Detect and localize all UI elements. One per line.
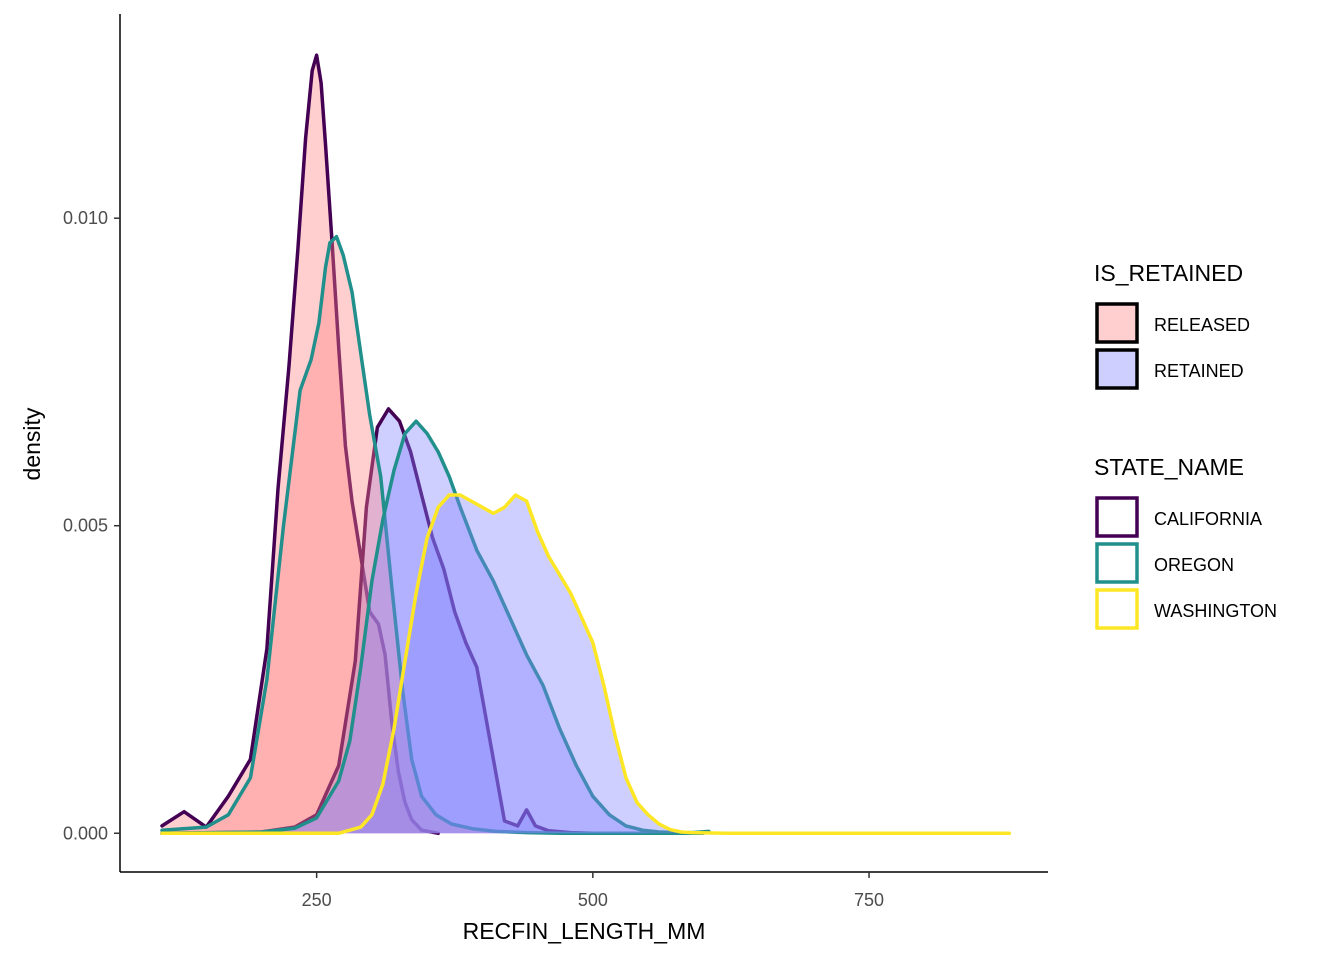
density-line-oregon-retained	[160, 419, 711, 836]
density-line-california-released	[160, 53, 440, 836]
legend-item-washington: WASHINGTON	[1095, 588, 1277, 630]
y-tick-label: 0.005	[63, 516, 108, 536]
legend-key-oregon	[1095, 542, 1139, 584]
color-legend: STATE_NAME CALIFORNIA OREGON WASHINGTON	[1094, 454, 1277, 630]
y-tick-label: 0.000	[63, 823, 108, 843]
legend-item-oregon: OREGON	[1095, 542, 1234, 584]
legend-label-retained: RETAINED	[1154, 361, 1244, 381]
legend-label-california: CALIFORNIA	[1154, 509, 1262, 529]
legend-label-washington: WASHINGTON	[1154, 601, 1277, 621]
legend-key-california	[1095, 496, 1139, 538]
density-area-washington-retained	[162, 495, 1010, 834]
legend-label-released: RELEASED	[1154, 315, 1250, 335]
x-tick-label: 750	[854, 890, 884, 910]
density-series-layer	[160, 53, 1012, 836]
x-axis-title: RECFIN_LENGTH_MM	[463, 918, 706, 944]
legend-key-released	[1095, 302, 1139, 344]
legend-item-california: CALIFORNIA	[1095, 496, 1262, 538]
density-area-oregon-retained	[162, 421, 709, 834]
x-tick-label: 500	[578, 890, 608, 910]
x-tick-label: 250	[302, 890, 332, 910]
legend-item-retained: RETAINED	[1095, 348, 1244, 390]
density-line-washington-retained	[160, 493, 1012, 836]
density-line-oregon-released	[160, 234, 706, 836]
y-tick-label: 0.010	[63, 208, 108, 228]
fill-legend: IS_RETAINED RELEASED RETAINED	[1094, 260, 1250, 390]
axis-ticks-layer: 250 500 750 0.000 0.005 0.010	[63, 208, 884, 910]
y-axis-title: density	[19, 407, 45, 480]
density-area-california-released	[162, 55, 439, 834]
fill-legend-title: IS_RETAINED	[1094, 260, 1243, 286]
legend-key-washington	[1095, 588, 1139, 630]
legend-key-retained	[1095, 348, 1139, 390]
density-area-oregon-released	[162, 236, 704, 834]
legend-item-released: RELEASED	[1095, 302, 1250, 344]
legend-label-oregon: OREGON	[1154, 555, 1234, 575]
density-area-california-retained	[162, 408, 676, 834]
color-legend-title: STATE_NAME	[1094, 454, 1244, 480]
